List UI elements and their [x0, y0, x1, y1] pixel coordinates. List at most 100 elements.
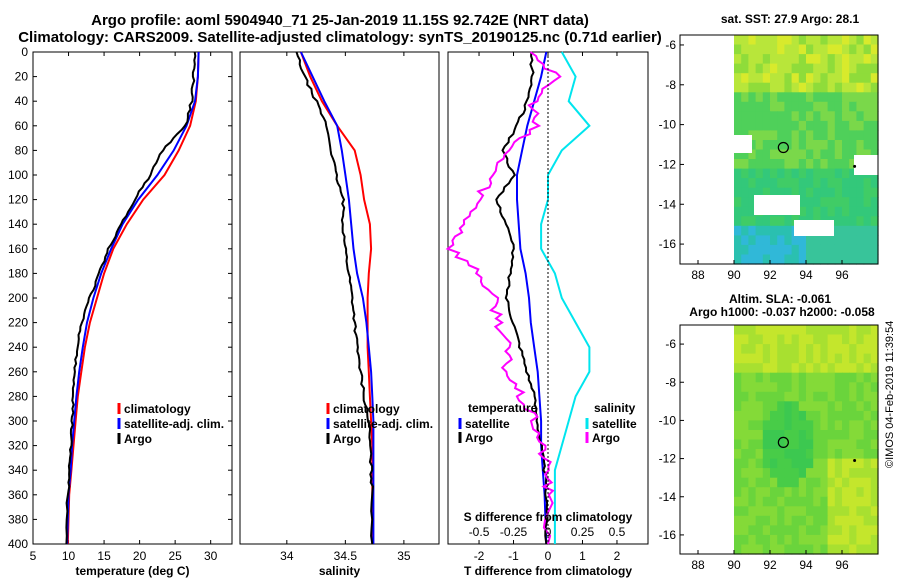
map-cell: [741, 82, 749, 93]
map-cell: [834, 515, 843, 526]
map-cell: [762, 178, 771, 189]
map-cell: [741, 487, 749, 498]
map-cell: [734, 178, 742, 189]
map-cell: [741, 187, 749, 198]
map-cell: [806, 187, 814, 198]
map-cell: [813, 477, 821, 488]
map-cell: [842, 82, 850, 93]
map-cell: [806, 458, 814, 469]
map-cell: [798, 63, 807, 74]
series-line-argo: [295, 51, 375, 545]
map-cell: [741, 111, 749, 122]
map-cell: [755, 506, 764, 517]
map-cell: [863, 496, 872, 507]
map-cell: [813, 254, 821, 265]
y-tick-label: 340: [8, 463, 28, 477]
map-cell: [856, 353, 865, 364]
map-cell: [762, 496, 771, 507]
map-cell: [741, 120, 749, 131]
map-cell: [813, 120, 821, 131]
map-cell: [863, 206, 872, 217]
map-cell: [806, 372, 814, 383]
map-cell: [856, 120, 865, 131]
map-cell: [791, 73, 800, 84]
map-cell: [798, 244, 807, 255]
map-cell: [863, 149, 872, 160]
map-cell: [820, 44, 829, 55]
map-cell: [770, 101, 778, 112]
map-cell: [863, 515, 872, 526]
map-cell: [870, 477, 879, 488]
map-cell: [770, 382, 778, 393]
map-cell: [863, 73, 872, 84]
map-cell: [777, 82, 785, 93]
map-cell: [863, 101, 872, 112]
map-cell: [770, 92, 778, 103]
map-cell: [870, 458, 879, 469]
map-cell: [755, 63, 764, 74]
map-cell: [748, 544, 757, 555]
map-cell: [777, 363, 785, 374]
map-cell: [820, 35, 829, 46]
map-cell: [755, 130, 764, 141]
map-cell: [827, 401, 836, 412]
map-cell: [734, 92, 742, 103]
map-cell: [827, 487, 836, 498]
map-border: [679, 34, 879, 265]
map-cell: [798, 334, 807, 345]
map-cell: [770, 401, 778, 412]
map-cell: [770, 159, 778, 170]
map-cell: [777, 178, 785, 189]
x-tick-label: -1: [508, 549, 519, 563]
map-cell: [755, 35, 764, 46]
map-cell: [748, 353, 757, 364]
map-cell: [842, 206, 850, 217]
map-cell: [748, 159, 757, 170]
map-cell: [813, 187, 821, 198]
map-cell: [856, 244, 865, 255]
map-cell: [834, 363, 843, 374]
map-cell: [870, 149, 879, 160]
map-cell: [820, 382, 829, 393]
map-cell: [748, 487, 757, 498]
map-cell: [813, 525, 821, 536]
map-cell: [770, 254, 778, 265]
map-cell: [734, 525, 742, 536]
map-cell: [870, 130, 879, 141]
map-cell: [748, 244, 757, 255]
map-cell: [748, 344, 757, 355]
map-cell: [856, 254, 865, 265]
map-cell: [762, 515, 771, 526]
map-cell: [784, 372, 793, 383]
map-cell: [813, 206, 821, 217]
map-cell: [777, 101, 785, 112]
map-cell: [741, 101, 749, 112]
map-cell: [849, 544, 857, 555]
map-cell: [820, 149, 829, 160]
map-cell: [870, 525, 879, 536]
map-cell: [755, 477, 764, 488]
map-cell: [734, 334, 742, 345]
map-cell: [762, 382, 771, 393]
map-cell: [777, 382, 785, 393]
map-cell: [827, 391, 836, 402]
map-cell: [863, 487, 872, 498]
map-cell: [842, 216, 850, 227]
map-cell: [770, 44, 778, 55]
map-cell: [791, 487, 800, 498]
map-cell: [798, 363, 807, 374]
map-cell: [806, 130, 814, 141]
map-cell: [820, 140, 829, 151]
map-cell: [827, 187, 836, 198]
map-cell: [741, 159, 749, 170]
map-cell: [849, 401, 857, 412]
map-cell: [842, 187, 850, 198]
map-cell: [762, 159, 771, 170]
y-tick-label: 220: [8, 316, 28, 330]
map-cell: [734, 187, 742, 198]
map-cell: [842, 420, 850, 431]
map-cell: [856, 496, 865, 507]
map-cell: [784, 515, 793, 526]
map-cell: [791, 178, 800, 189]
map-cell: [755, 391, 764, 402]
